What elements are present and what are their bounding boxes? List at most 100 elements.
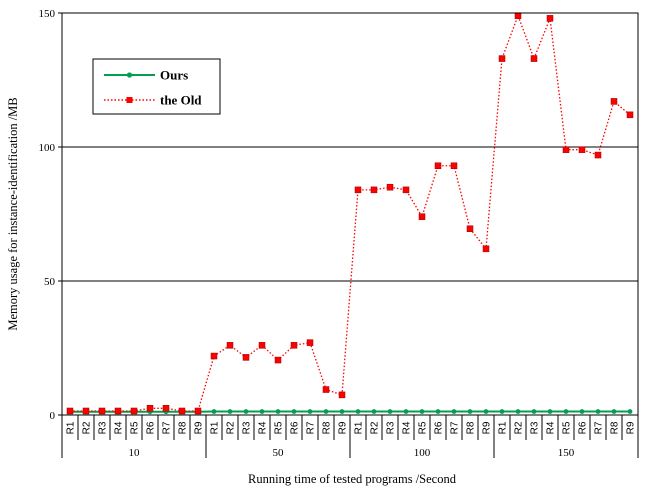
data-point bbox=[178, 407, 186, 415]
data-point bbox=[482, 245, 490, 253]
data-point bbox=[259, 409, 265, 414]
data-point bbox=[322, 386, 330, 393]
data-point bbox=[498, 55, 506, 62]
data-point bbox=[323, 409, 329, 414]
x-category-label: R7 bbox=[594, 421, 605, 434]
y-tick-label: 0 bbox=[50, 410, 56, 422]
data-point bbox=[227, 409, 233, 414]
legend-marker bbox=[126, 97, 133, 103]
x-category-label: R8 bbox=[178, 421, 189, 434]
data-point bbox=[579, 409, 585, 414]
data-point bbox=[610, 98, 618, 105]
data-point bbox=[371, 409, 377, 414]
data-point bbox=[194, 407, 202, 415]
x-category-label: R8 bbox=[322, 421, 333, 434]
x-category-label: R9 bbox=[626, 421, 637, 434]
x-category-label: R9 bbox=[194, 421, 205, 434]
x-category-label: R3 bbox=[242, 421, 253, 434]
data-point bbox=[403, 409, 409, 414]
data-point bbox=[226, 342, 234, 349]
x-category-label: R6 bbox=[146, 421, 157, 434]
data-point bbox=[242, 354, 250, 361]
data-point bbox=[98, 407, 106, 415]
data-point bbox=[499, 409, 505, 414]
data-point bbox=[210, 352, 218, 360]
x-category-label: R2 bbox=[514, 421, 525, 434]
data-point bbox=[451, 409, 457, 414]
data-point bbox=[547, 409, 553, 414]
data-point bbox=[626, 111, 634, 119]
data-point bbox=[578, 146, 586, 153]
x-category-label: R3 bbox=[530, 421, 541, 434]
x-category-label: R5 bbox=[130, 421, 141, 434]
data-point bbox=[450, 162, 458, 170]
data-point bbox=[466, 225, 474, 232]
data-point bbox=[243, 409, 249, 414]
data-point bbox=[546, 15, 554, 22]
series-layer bbox=[66, 12, 634, 415]
x-category-label: R6 bbox=[578, 421, 589, 434]
x-category-label: R2 bbox=[82, 421, 93, 434]
data-point bbox=[162, 405, 170, 412]
data-point bbox=[515, 409, 521, 414]
data-point bbox=[82, 407, 90, 415]
data-point bbox=[291, 409, 297, 414]
data-point bbox=[355, 409, 361, 414]
data-point bbox=[435, 409, 441, 414]
data-point bbox=[306, 339, 314, 346]
legend: Ours the Old bbox=[92, 58, 221, 115]
data-point bbox=[563, 409, 569, 414]
data-point bbox=[595, 409, 601, 414]
data-point bbox=[338, 391, 346, 399]
data-point bbox=[483, 409, 489, 414]
x-category-label: R8 bbox=[466, 421, 477, 434]
x-group-label: 50 bbox=[273, 447, 285, 459]
x-category-label: R9 bbox=[338, 421, 349, 434]
x-category-label: R4 bbox=[258, 421, 269, 434]
data-point bbox=[114, 407, 122, 415]
data-point bbox=[146, 405, 154, 412]
x-category-label: R6 bbox=[434, 421, 445, 434]
data-point bbox=[290, 342, 298, 349]
x-category-label: R5 bbox=[418, 421, 429, 434]
x-category-label: R5 bbox=[274, 421, 285, 434]
data-point bbox=[275, 409, 281, 414]
data-point bbox=[339, 409, 345, 414]
legend-label: Ours bbox=[160, 68, 188, 83]
gridlines bbox=[62, 146, 638, 282]
x-category-label: R2 bbox=[370, 421, 381, 434]
y-tick-label: 100 bbox=[39, 142, 56, 154]
data-point bbox=[611, 409, 617, 414]
data-point bbox=[354, 186, 362, 194]
data-point bbox=[274, 356, 282, 364]
x-category-label: R2 bbox=[226, 421, 237, 434]
y-tick-label: 50 bbox=[44, 276, 56, 288]
x-category-label: R7 bbox=[306, 421, 317, 434]
x-category-label: R6 bbox=[290, 421, 301, 434]
legend-box bbox=[92, 58, 221, 115]
x-category-label: R1 bbox=[210, 421, 221, 434]
data-point bbox=[434, 162, 442, 170]
x-category-label: R3 bbox=[386, 421, 397, 434]
data-point bbox=[307, 409, 313, 414]
x-category-label: R4 bbox=[546, 421, 557, 434]
data-point bbox=[418, 213, 426, 220]
data-point bbox=[258, 342, 266, 349]
data-point bbox=[370, 186, 378, 194]
x-category-label: R1 bbox=[354, 421, 365, 434]
y-axis-title: Memory usage for instance-identification… bbox=[6, 97, 20, 330]
data-point bbox=[387, 409, 393, 414]
data-point bbox=[531, 409, 537, 414]
legend-marker bbox=[126, 72, 133, 78]
x-category-label: R1 bbox=[66, 421, 77, 434]
x-group-label: 100 bbox=[414, 447, 431, 459]
data-point bbox=[627, 409, 633, 414]
data-point bbox=[530, 55, 538, 62]
x-group-label: 150 bbox=[558, 447, 575, 459]
data-point bbox=[514, 12, 522, 19]
x-category-label: R9 bbox=[482, 421, 493, 434]
y-tick-label: 150 bbox=[39, 8, 56, 20]
x-category-label: R1 bbox=[498, 421, 509, 434]
x-axis-title: Running time of tested programs /Second bbox=[248, 472, 457, 486]
data-point bbox=[467, 409, 473, 414]
